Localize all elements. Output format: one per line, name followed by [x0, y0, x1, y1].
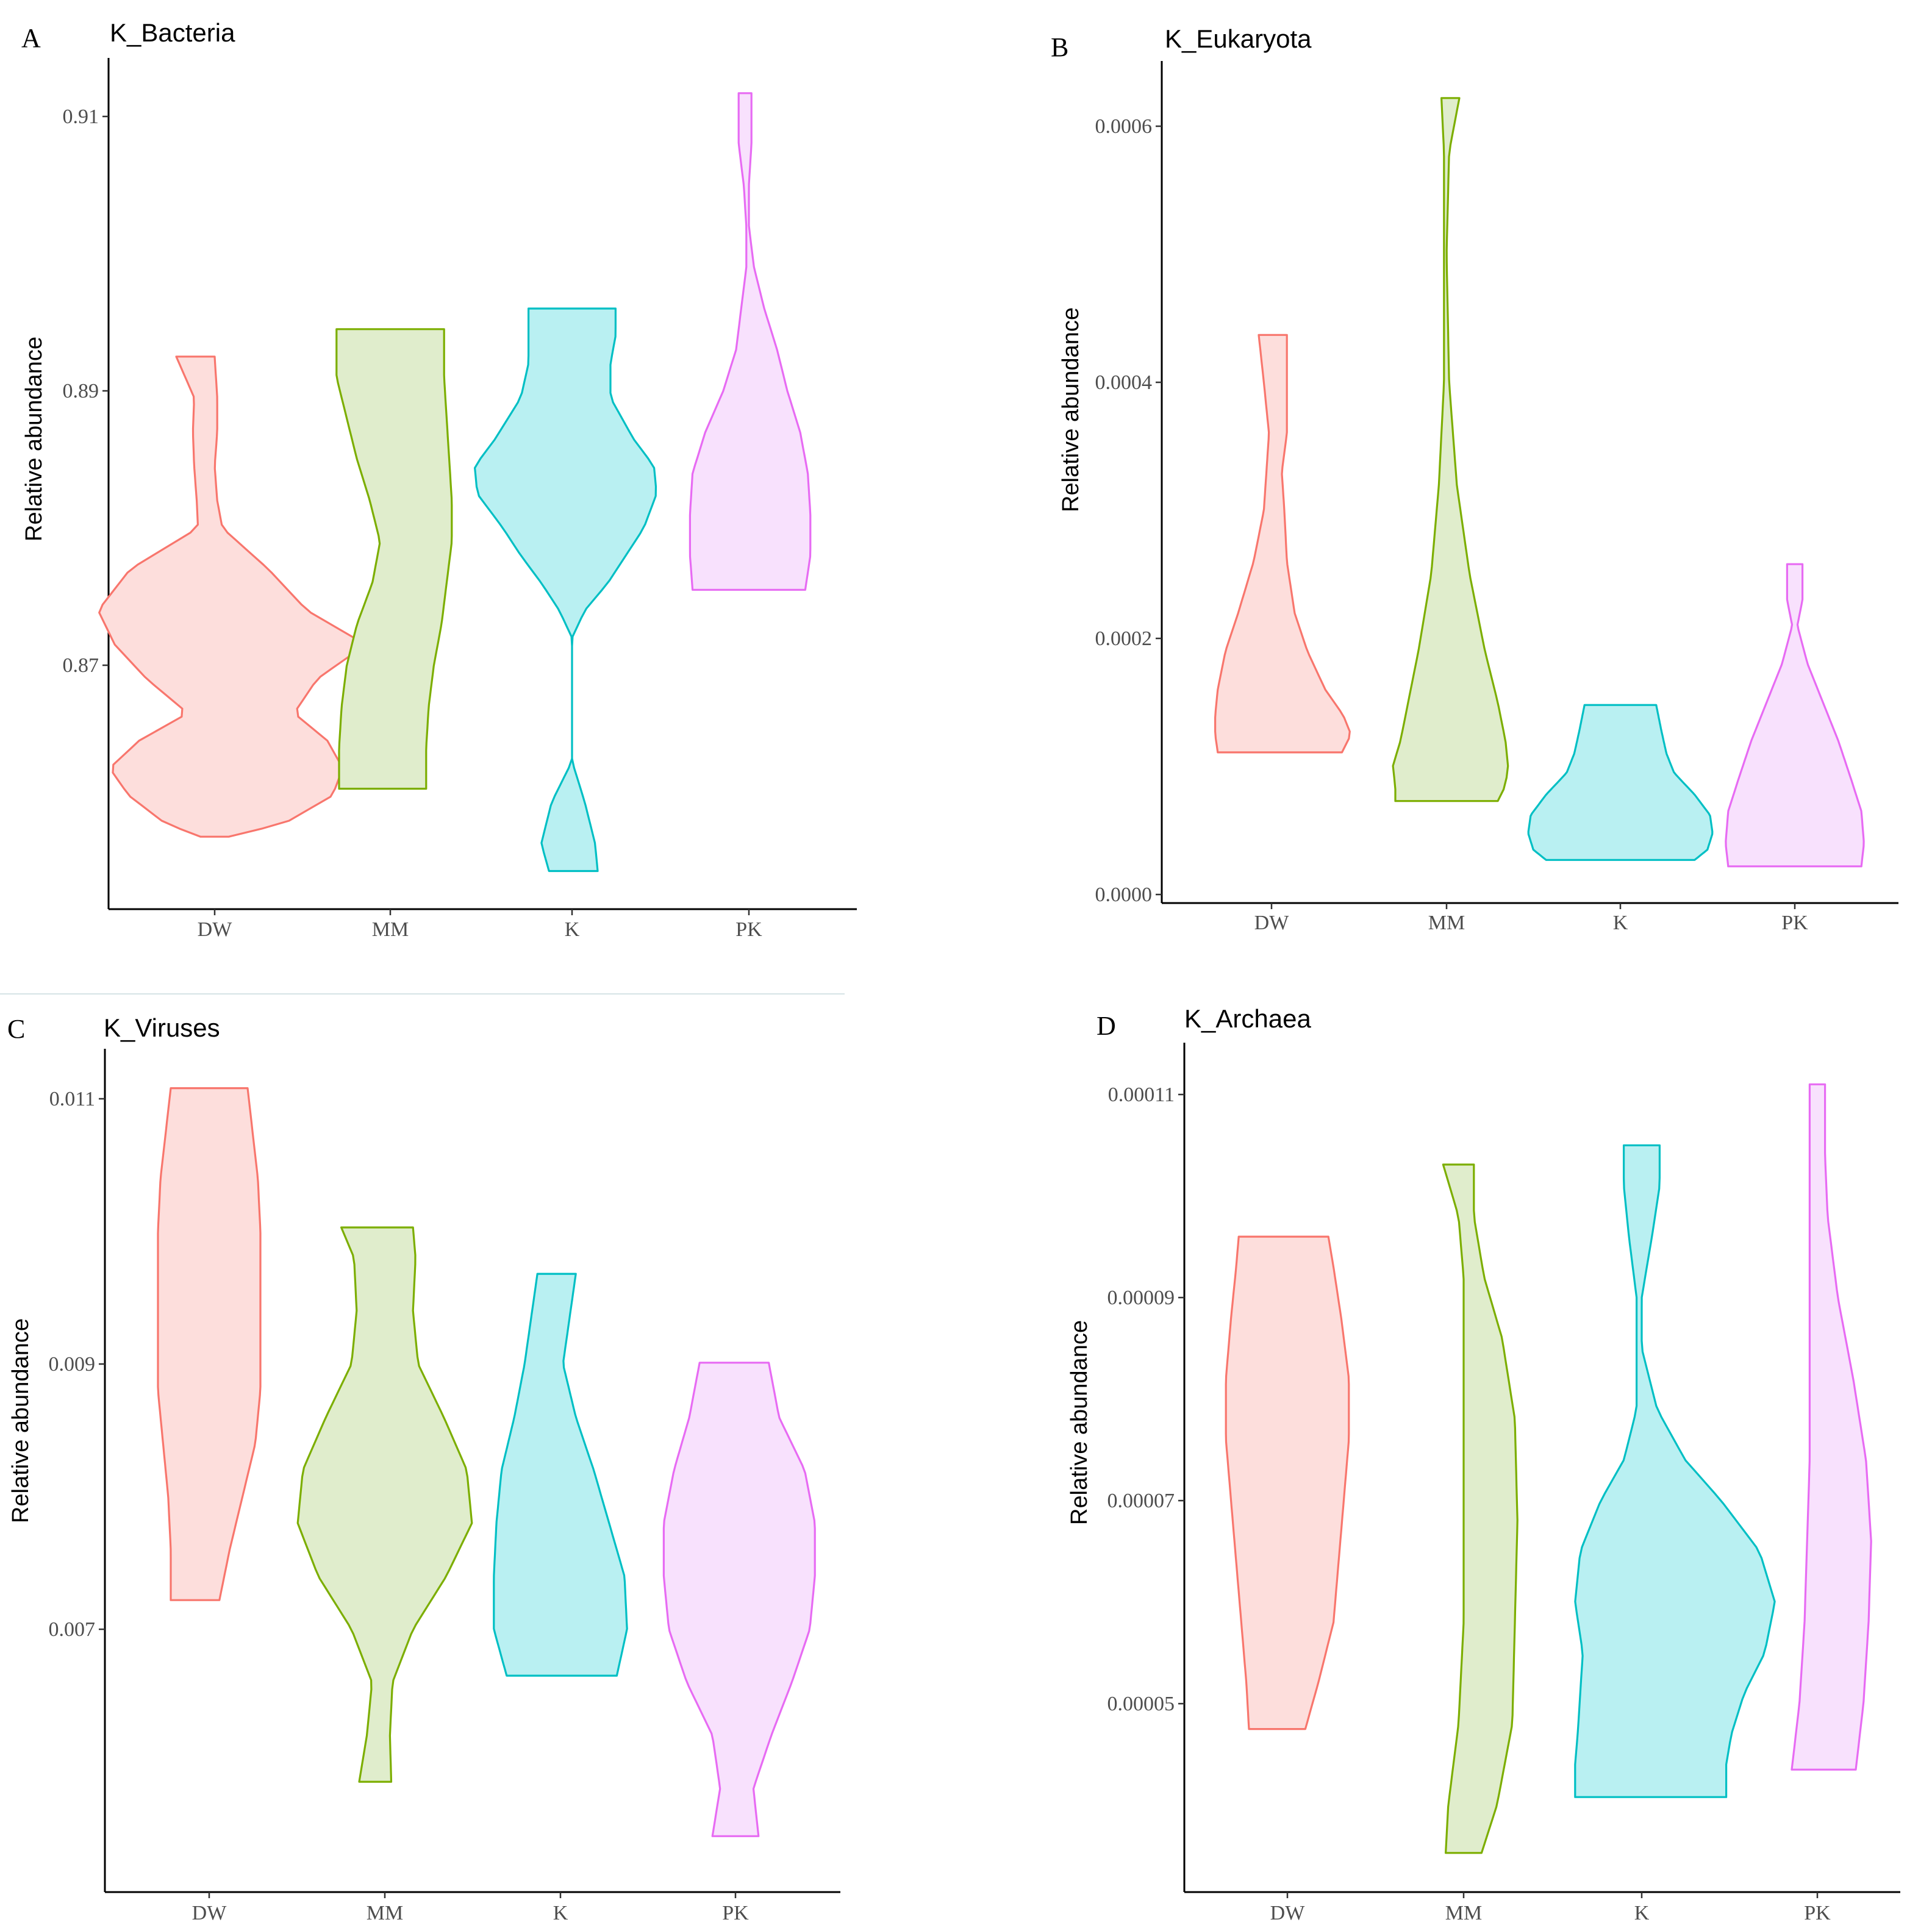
- x-tick-label: MM: [1445, 1902, 1482, 1924]
- panel-title: K_Bacteria: [110, 18, 235, 47]
- violin-dw: [157, 1087, 262, 1601]
- y-tick-label: 0.00007: [1107, 1490, 1175, 1512]
- violin-dw: [1225, 1235, 1350, 1730]
- violin-mm: [1442, 1163, 1519, 1854]
- x-tick-label: PK: [1781, 912, 1808, 934]
- panel-letter: D: [1097, 1011, 1116, 1041]
- violin-mm: [296, 1226, 473, 1783]
- panel-c: C K_Viruses Relative abundance 0.007 0.009 0.…: [7, 1013, 840, 1924]
- violin-pk: [662, 1362, 816, 1837]
- panel-b: B K_Eukaryota Relative abundance 0.0000 0.00…: [1051, 24, 1898, 934]
- panel-letter: C: [7, 1014, 25, 1044]
- x-tick-label: K: [553, 1902, 568, 1924]
- y-tick-label: 0.91: [63, 105, 99, 128]
- y-tick-label: 0.007: [49, 1618, 96, 1641]
- x-tick-label: MM: [367, 1902, 403, 1924]
- x-tick-label: MM: [372, 918, 409, 941]
- x-tick-label: K: [1634, 1902, 1650, 1924]
- x-tick-label: DW: [198, 918, 233, 941]
- panel-letter: A: [21, 23, 41, 53]
- x-tick-label: MM: [1428, 912, 1465, 934]
- y-axis-label: Relative abundance: [21, 337, 47, 541]
- y-tick-label: 0.00011: [1108, 1084, 1175, 1106]
- x-tick-label: DW: [1270, 1902, 1306, 1924]
- x-tick-label: DW: [192, 1902, 227, 1924]
- x-tick-label: DW: [1254, 912, 1290, 934]
- violin-k: [1574, 1144, 1776, 1798]
- violin-pk: [1791, 1083, 1872, 1771]
- panel-letter: B: [1051, 32, 1068, 62]
- y-axis-label: Relative abundance: [8, 1318, 34, 1523]
- violin-mm: [335, 328, 453, 790]
- violin-pk: [1725, 563, 1865, 868]
- violin-k: [493, 1273, 628, 1677]
- panel-title: K_Viruses: [104, 1013, 220, 1042]
- x-tick-label: PK: [722, 1902, 749, 1924]
- violin-pk: [689, 92, 812, 591]
- violin-k: [1527, 704, 1714, 861]
- y-tick-label: 0.87: [63, 654, 99, 677]
- violin-mm: [1392, 97, 1509, 802]
- panel-d: D K_Archaea Relative abundance 0.00005 0.000…: [1067, 1004, 1900, 1924]
- violin-dw: [98, 355, 367, 838]
- x-tick-label: K: [565, 918, 580, 941]
- x-tick-label: PK: [1804, 1902, 1831, 1924]
- x-tick-label: PK: [735, 918, 762, 941]
- violin-dw: [1214, 334, 1351, 754]
- y-tick-label: 0.89: [63, 380, 99, 402]
- y-tick-label: 0.00005: [1107, 1693, 1175, 1715]
- y-axis-label: Relative abundance: [1058, 307, 1084, 512]
- y-tick-label: 0.0000: [1095, 884, 1153, 906]
- panel-title: K_Eukaryota: [1165, 24, 1312, 53]
- panel-title: K_Archaea: [1184, 1004, 1311, 1033]
- y-tick-label: 0.011: [49, 1088, 95, 1110]
- y-tick-label: 0.0006: [1095, 115, 1153, 138]
- y-axis-label: Relative abundance: [1067, 1320, 1092, 1525]
- violin-k: [474, 307, 657, 873]
- x-tick-label: K: [1613, 912, 1628, 934]
- y-tick-label: 0.0004: [1095, 371, 1153, 394]
- y-tick-label: 0.00009: [1107, 1287, 1175, 1309]
- panel-a: A K_Bacteria Relative abundance 0.87 0.89 0.9…: [21, 18, 857, 941]
- y-tick-label: 0.009: [49, 1353, 96, 1376]
- y-tick-label: 0.0002: [1095, 627, 1153, 650]
